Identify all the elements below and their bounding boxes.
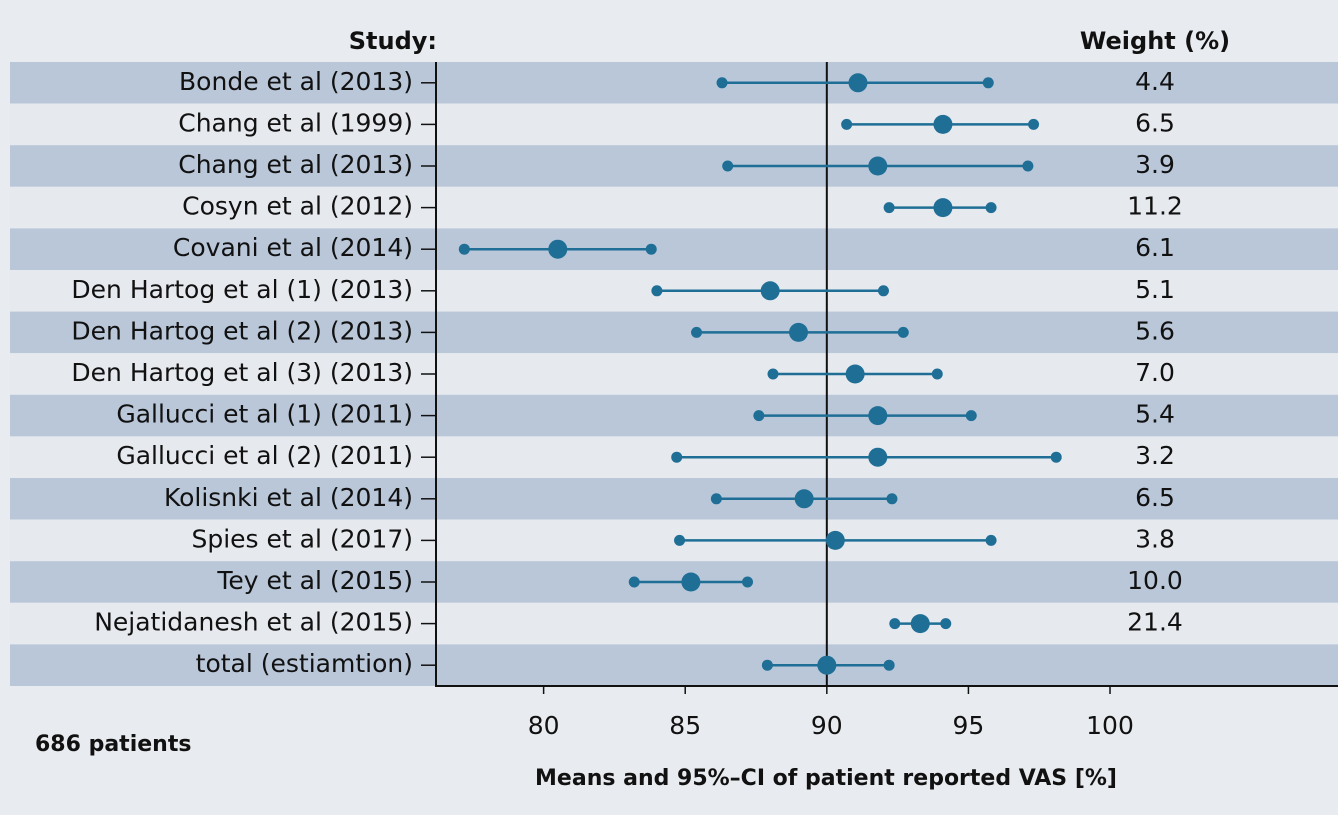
mean-point (681, 572, 701, 592)
x-tick-label: 90 (811, 711, 843, 740)
x-tick-label: 100 (1086, 711, 1134, 740)
row-label: Chang et al (1999) (178, 108, 413, 137)
mean-point (760, 281, 780, 301)
row-label: Den Hartog et al (2) (2013) (71, 316, 413, 345)
x-tick-label: 85 (669, 711, 701, 740)
x-tick-label: 95 (953, 711, 985, 740)
row-stripe (10, 602, 1338, 645)
row-stripe (10, 394, 1338, 437)
row-stripe (10, 519, 1338, 562)
ci-lower (716, 77, 728, 89)
row-label: Cosyn et al (2012) (182, 192, 413, 221)
weight-label: 3.8 (1135, 524, 1175, 553)
ci-upper (965, 410, 977, 422)
ci-lower (651, 285, 663, 297)
x-axis-title: Means and 95%–CI of patient reported VAS… (535, 766, 1117, 791)
row-label: Tey et al (2015) (216, 566, 413, 595)
ci-lower (889, 618, 901, 630)
row-label: Chang et al (2013) (178, 150, 413, 179)
weight-label: 3.2 (1135, 441, 1175, 470)
row-stripe (10, 145, 1338, 187)
weight-label: 10.0 (1127, 566, 1183, 595)
ci-lower (883, 202, 895, 214)
ci-lower (691, 326, 703, 338)
mean-point (933, 198, 953, 218)
weight-label: 3.9 (1135, 150, 1175, 179)
row-title: Study: (349, 27, 437, 55)
mean-point (548, 239, 568, 259)
mean-point (848, 73, 868, 93)
ci-lower (767, 368, 779, 380)
ci-upper (886, 493, 898, 505)
ci-upper (982, 77, 994, 89)
row-stripe (10, 186, 1338, 229)
row-label: Bonde et al (2013) (179, 67, 413, 96)
row-label: Kolisnki et al (2014) (164, 483, 413, 512)
mean-point (868, 156, 888, 176)
ci-upper (931, 368, 943, 380)
weight-label: 7.0 (1135, 358, 1175, 387)
weight-title: Weight (%) (1080, 27, 1230, 55)
row-label: total (estiamtion) (196, 649, 413, 678)
mean-point (817, 655, 837, 675)
mean-point (794, 489, 814, 509)
mean-point (868, 447, 888, 467)
row-label: Den Hartog et al (1) (2013) (71, 275, 413, 304)
note: 686 patients (35, 732, 191, 757)
row-stripe (10, 311, 1338, 354)
ci-upper (1028, 118, 1040, 130)
row-label: Nejatidanesh et al (2015) (94, 608, 413, 637)
weight-label: 5.4 (1135, 400, 1175, 429)
ci-lower (753, 410, 765, 422)
weight-label: 5.1 (1135, 275, 1175, 304)
row-label: Gallucci et al (1) (2011) (116, 400, 413, 429)
ci-upper (985, 202, 997, 214)
weight-label: 11.2 (1127, 192, 1183, 221)
row-stripe (10, 228, 1338, 270)
ci-upper (897, 326, 909, 338)
ci-lower (710, 493, 722, 505)
ci-lower (628, 576, 640, 588)
ci-lower (841, 118, 853, 130)
weight-label: 6.1 (1135, 233, 1175, 262)
row-stripe (10, 644, 1338, 686)
mean-point (868, 406, 888, 426)
mean-point (910, 614, 930, 634)
ci-upper (877, 285, 889, 297)
ci-upper (1022, 160, 1034, 172)
mean-point (825, 530, 845, 550)
weight-label: 21.4 (1127, 608, 1183, 637)
row-stripe (10, 478, 1338, 520)
ci-upper (645, 243, 657, 255)
mean-point (933, 114, 953, 134)
ci-lower (761, 659, 773, 671)
x-tick-label: 80 (528, 711, 560, 740)
ci-upper (883, 659, 895, 671)
ci-upper (742, 576, 754, 588)
row-stripe (10, 103, 1338, 146)
ci-lower (458, 243, 470, 255)
ci-lower (722, 160, 734, 172)
mean-point (845, 364, 865, 384)
mean-point (788, 322, 808, 342)
weight-label: 6.5 (1135, 483, 1175, 512)
ci-lower (674, 534, 686, 546)
row-label: Gallucci et al (2) (2011) (116, 441, 413, 470)
ci-upper (985, 534, 997, 546)
row-label: Spies et al (2017) (191, 524, 413, 553)
row-stripe (10, 353, 1338, 395)
ci-lower (671, 451, 683, 463)
row-label: Covani et al (2014) (173, 233, 413, 262)
weight-label: 4.4 (1135, 67, 1175, 96)
ci-upper (940, 618, 952, 630)
ci-upper (1050, 451, 1062, 463)
weight-label: 6.5 (1135, 108, 1175, 137)
row-stripe (10, 62, 1338, 104)
weight-label: 5.6 (1135, 316, 1175, 345)
row-label: Den Hartog et al (3) (2013) (71, 358, 413, 387)
